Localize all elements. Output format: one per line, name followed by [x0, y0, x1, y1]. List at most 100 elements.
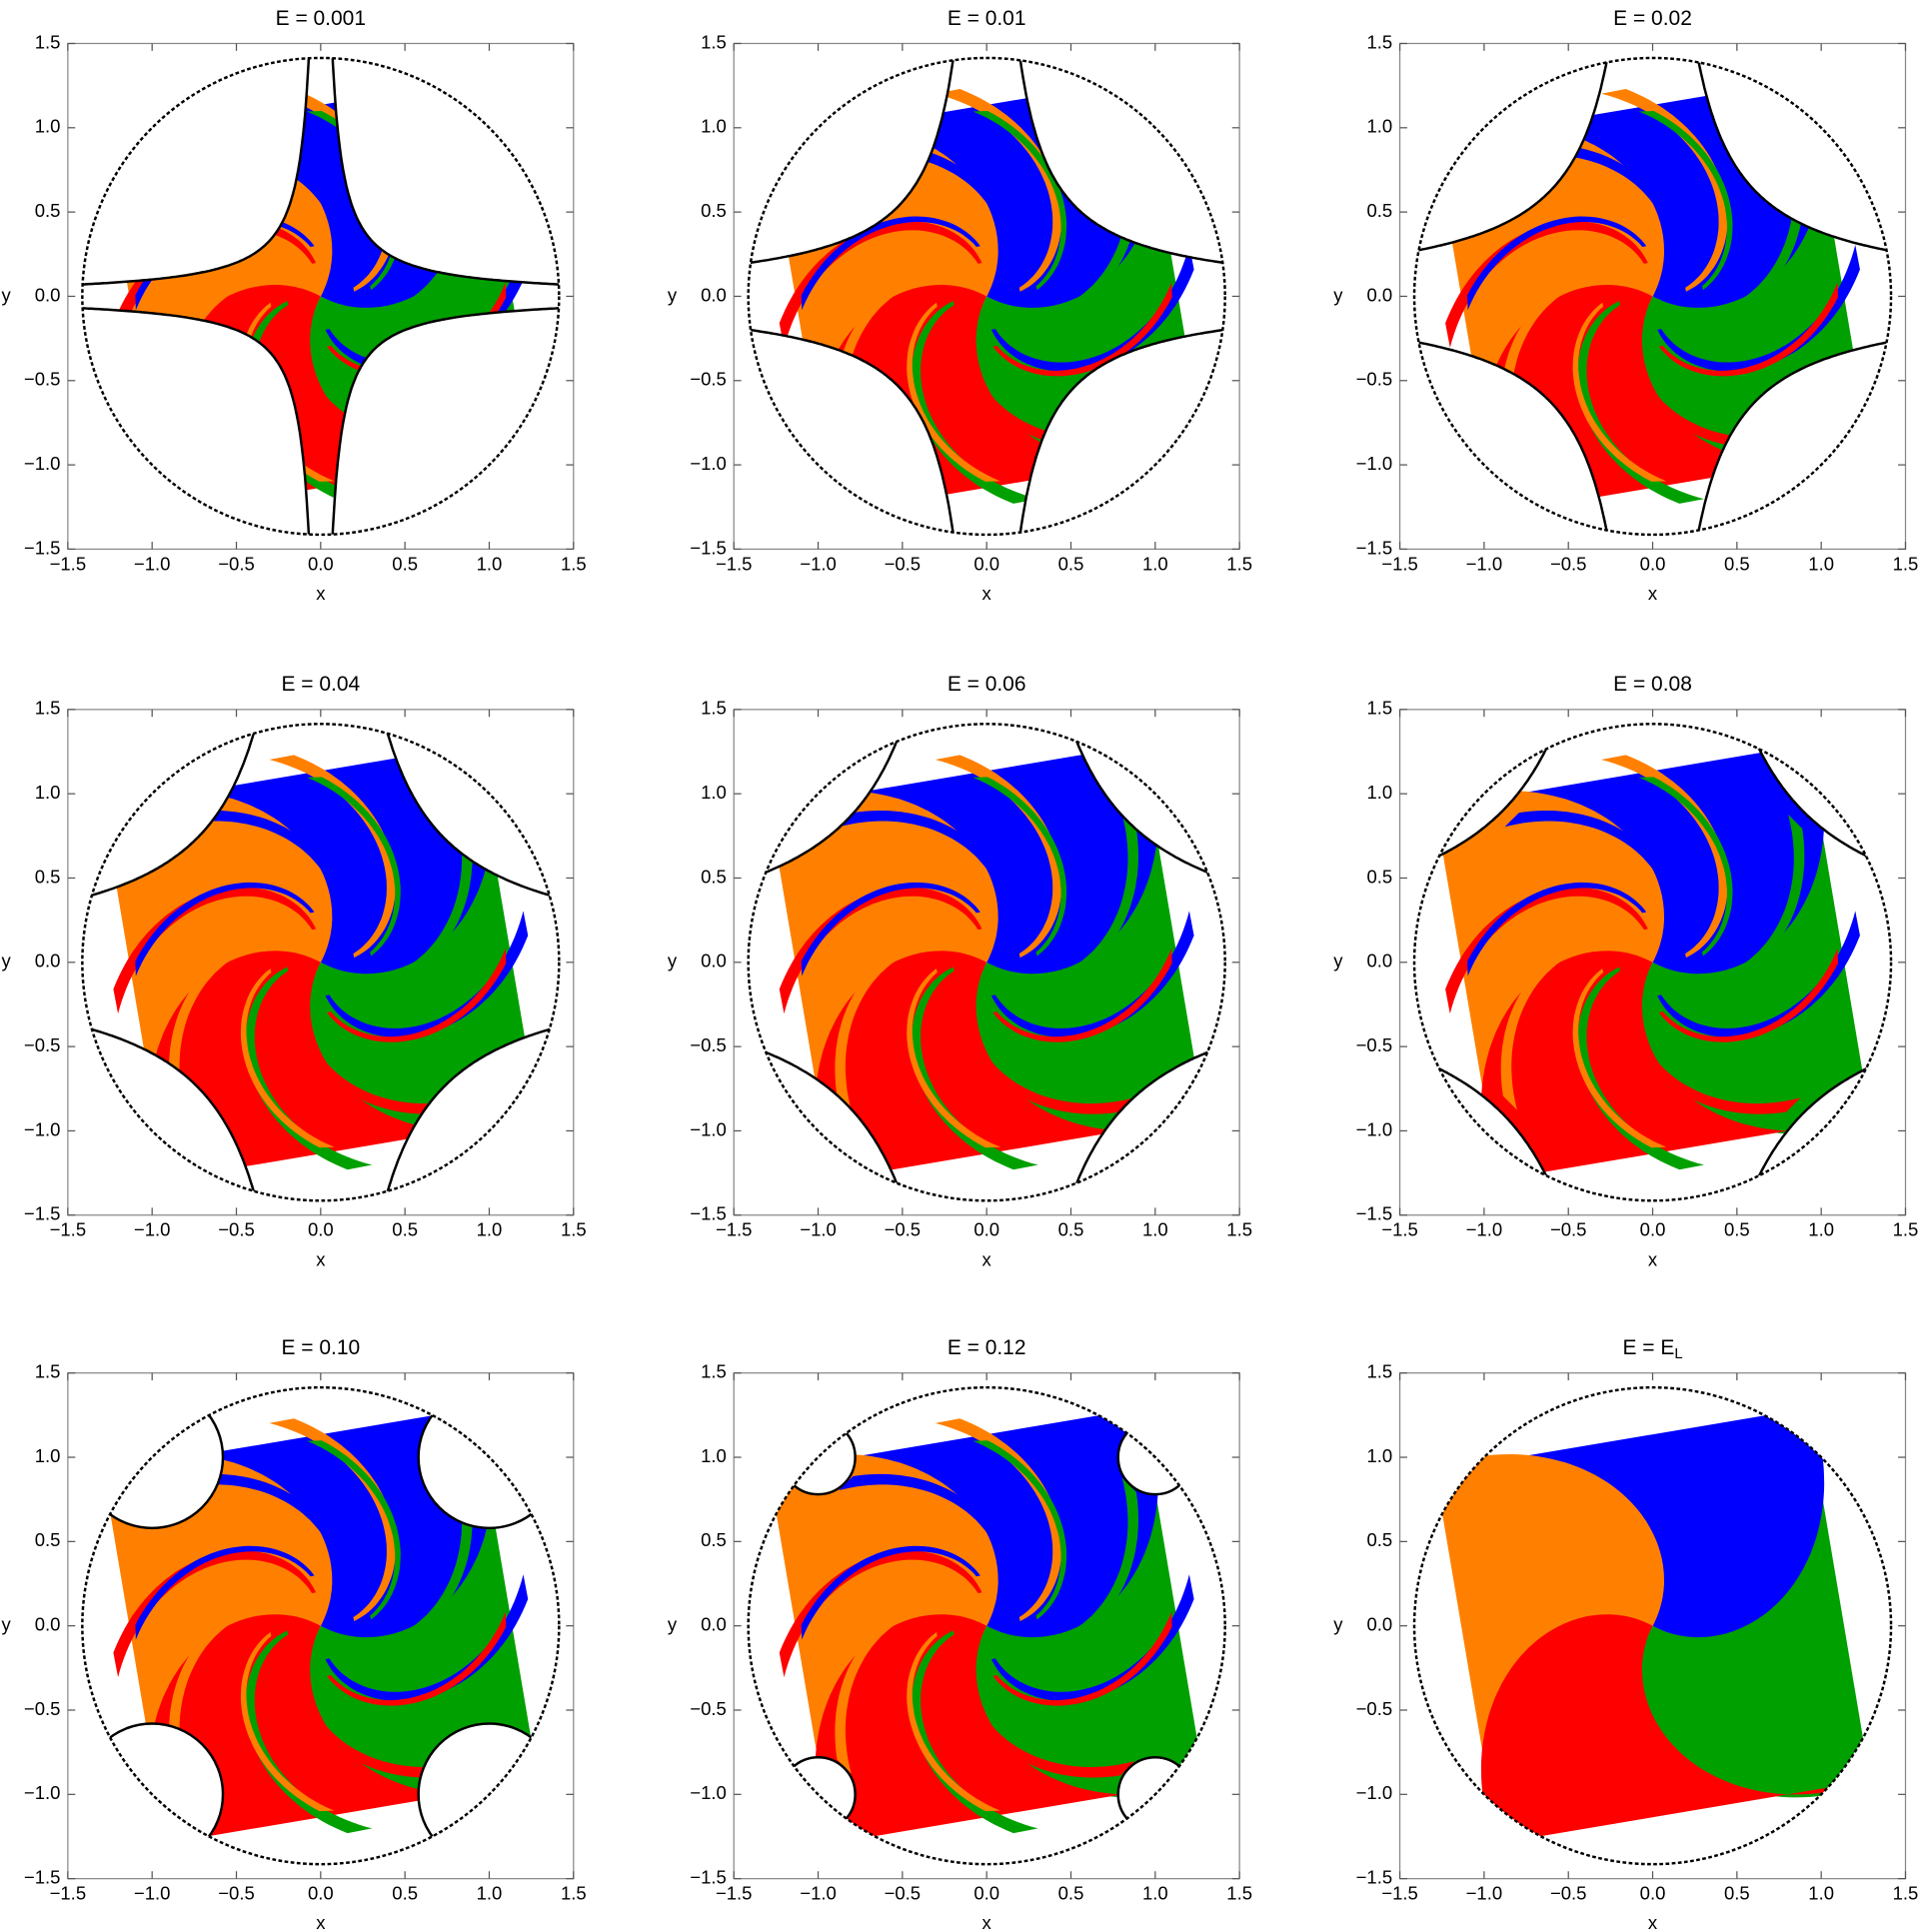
x-axis-label: x [316, 1248, 326, 1269]
y-axis-label: y [1333, 951, 1343, 971]
basin-stripe [911, 301, 1038, 504]
chart-title: E = 0.12 [948, 1336, 1026, 1359]
y-axis-label: y [1333, 284, 1343, 305]
basin-stripe [1445, 221, 1648, 348]
y-tick-label: 0.0 [1366, 1614, 1392, 1635]
basin-stripe [1500, 941, 1616, 1110]
y-tick-label: 1.5 [701, 31, 727, 52]
y-axis-label: y [2, 284, 12, 305]
basin-plot [1414, 724, 1892, 1201]
y-tick-label: −1.0 [24, 1118, 61, 1139]
basin-stripe [779, 221, 982, 348]
x-tick-label: 1.0 [1142, 1219, 1168, 1240]
chart-title: E = 0.08 [1613, 673, 1692, 696]
y-tick-label: −1.0 [1356, 1118, 1393, 1139]
x-tick-label: −1.5 [716, 1883, 753, 1904]
x-tick-label: 1.0 [477, 1883, 503, 1904]
title-text: E = 0.08 [1613, 673, 1692, 696]
y-axis-label: y [1333, 1614, 1343, 1635]
basin-plot [1431, 1404, 1875, 1848]
chart-title: E = 0.10 [281, 1336, 360, 1359]
basin-stripe [169, 275, 284, 445]
basin-plot [748, 57, 1225, 535]
basin-stripe [1023, 148, 1138, 318]
basin-stripe [779, 1550, 982, 1678]
basin-stripe [113, 1550, 317, 1678]
title-text: E = 0.01 [948, 6, 1026, 29]
title-text: E = 0.12 [948, 1336, 1026, 1359]
title-text: E = 0.06 [948, 673, 1026, 696]
y-tick-label: 0.5 [701, 200, 727, 221]
y-tick-label: 0.0 [1366, 284, 1392, 305]
y-tick-label: 0.0 [35, 1614, 61, 1635]
basin-stripe [935, 89, 1062, 292]
y-tick-label: 1.0 [701, 116, 727, 137]
x-tick-label: −1.5 [716, 553, 753, 574]
x-tick-label: −1.5 [1381, 1883, 1418, 1904]
x-tick-label: −1.5 [1381, 1219, 1418, 1240]
y-tick-label: 1.5 [1366, 1361, 1392, 1382]
forbidden-region [780, 1418, 857, 1496]
basin-stripe [357, 1477, 473, 1647]
x-tick-label: 0.0 [1640, 1883, 1666, 1904]
y-tick-label: −1.5 [1356, 1203, 1393, 1224]
y-tick-label: −1.5 [24, 1867, 61, 1888]
zero-velocity-curve [1414, 335, 1614, 535]
basin-stripe [1023, 814, 1138, 983]
x-tick-label: 0.5 [1058, 1219, 1084, 1240]
x-tick-label: 1.5 [1226, 553, 1252, 574]
x-tick-label: 1.0 [1808, 553, 1834, 574]
zero-velocity-curve [82, 57, 312, 288]
y-tick-label: 1.0 [701, 1445, 727, 1466]
basin-stripe [1689, 814, 1805, 983]
basin-stripe [299, 333, 469, 449]
x-tick-label: 1.0 [1142, 1883, 1168, 1904]
zero-velocity-curve [1014, 324, 1225, 535]
x-tick-label: 1.0 [1808, 1219, 1834, 1240]
y-tick-label: 1.0 [1366, 1445, 1392, 1466]
basin-stripe [835, 1604, 951, 1774]
y-tick-label: 1.5 [701, 1361, 727, 1382]
x-tick-label: 1.0 [477, 553, 503, 574]
chart-title: E = 0.04 [281, 673, 360, 696]
chart-title: E = EL [1622, 1336, 1682, 1363]
y-tick-label: −1.5 [1356, 1867, 1393, 1888]
chart-title: E = 0.02 [1613, 6, 1692, 29]
y-tick-label: 1.0 [701, 782, 727, 803]
chart-title: E = 0.06 [948, 673, 1026, 696]
basin-stripe [965, 998, 1135, 1114]
x-tick-label: 0.5 [1724, 1883, 1750, 1904]
title-text: E = 0.02 [1613, 6, 1692, 29]
y-tick-label: 1.0 [35, 116, 61, 137]
y-tick-label: 0.5 [1366, 200, 1392, 221]
x-tick-label: −1.0 [800, 1219, 837, 1240]
panel: −1.5 −1.0 −0.5 0.0 0.5 1.0 1.5 −1.5 −1.0 −0.5 0.0 0… [1333, 673, 1918, 1270]
boundary-circle [1412, 56, 1893, 537]
basin-stripe [1504, 811, 1674, 926]
y-axis-label: y [2, 951, 12, 971]
x-tick-label: 0.0 [973, 1219, 999, 1240]
basin-plot [1414, 57, 1892, 535]
x-tick-label: −1.0 [1466, 553, 1503, 574]
x-tick-label: −1.0 [800, 553, 837, 574]
y-tick-label: 0.0 [701, 284, 727, 305]
basin-stripe [1445, 887, 1648, 1014]
y-axis-label: y [668, 951, 678, 971]
x-axis-label: x [982, 1912, 992, 1932]
boundary-circle [81, 1385, 561, 1866]
x-axis-label: x [982, 1248, 992, 1269]
panel: −1.5 −1.0 −0.5 0.0 0.5 1.0 1.5 −1.5 −1.0 −0.5 0.0 0… [668, 1336, 1252, 1932]
y-tick-label: −0.5 [1356, 1698, 1393, 1719]
x-tick-label: −1.5 [50, 1219, 87, 1240]
x-tick-label: 0.0 [1640, 553, 1666, 574]
x-axis-label: x [1648, 1912, 1658, 1932]
y-axis-label: y [2, 1614, 12, 1635]
y-tick-label: −0.5 [24, 369, 61, 390]
basin-stripe [839, 144, 1008, 260]
y-tick-label: −1.0 [24, 453, 61, 474]
x-tick-label: −0.5 [1550, 1219, 1587, 1240]
x-tick-label: −1.5 [50, 1883, 87, 1904]
x-tick-label: −1.0 [134, 1219, 171, 1240]
